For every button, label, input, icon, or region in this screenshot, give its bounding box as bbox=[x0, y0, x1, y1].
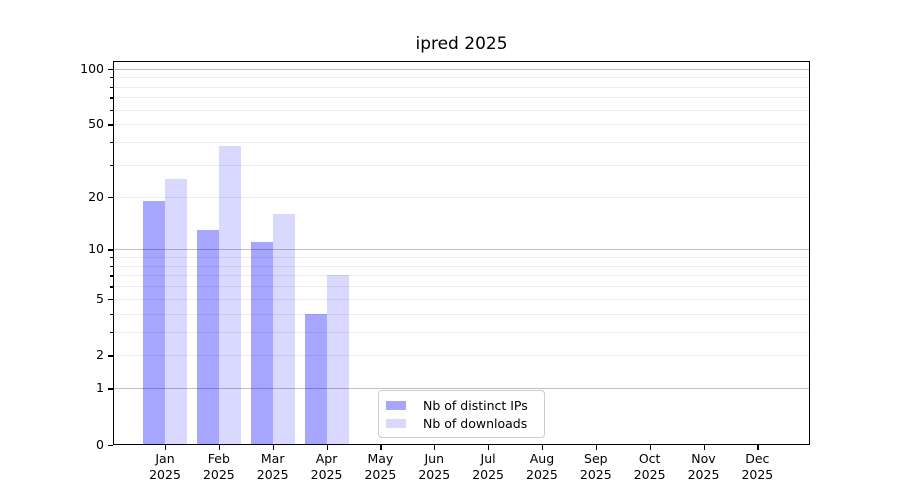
y-tick-mark bbox=[107, 445, 113, 447]
y-tick-mark bbox=[107, 355, 113, 357]
minor-gridline bbox=[113, 331, 810, 333]
y-minor-tick-mark bbox=[109, 86, 113, 88]
plot-frame bbox=[113, 61, 810, 445]
x-tick-label-mar: Mar 2025 bbox=[256, 451, 289, 482]
x-tick-mark bbox=[703, 445, 705, 450]
bar-feb-distinct-ips bbox=[196, 229, 219, 445]
y-minor-tick-mark bbox=[109, 257, 113, 259]
x-tick-label-feb: Feb 2025 bbox=[202, 451, 235, 482]
y-minor-tick-mark bbox=[109, 331, 113, 334]
minor-gridline bbox=[113, 86, 810, 88]
bar-apr-distinct-ips bbox=[304, 313, 327, 445]
x-tick-label-apr: Apr 2025 bbox=[310, 451, 343, 482]
bar-jan-downloads bbox=[165, 179, 187, 445]
legend-swatch-downloads bbox=[386, 418, 406, 428]
minor-gridline bbox=[113, 355, 810, 357]
major-gridline bbox=[113, 68, 810, 70]
minor-gridline bbox=[113, 265, 810, 267]
x-tick-label-jul: Jul 2025 bbox=[472, 451, 504, 482]
x-tick-label-jan: Jan 2025 bbox=[149, 451, 181, 482]
minor-gridline bbox=[113, 298, 810, 300]
chart-title: ipred 2025 bbox=[415, 34, 508, 54]
y-minor-tick-mark bbox=[109, 286, 113, 288]
y-tick-label: 5 bbox=[96, 290, 104, 306]
x-tick-mark bbox=[488, 445, 490, 450]
minor-gridline bbox=[113, 257, 810, 259]
x-tick-mark bbox=[326, 445, 328, 450]
legend-label-downloads: Nb of downloads bbox=[423, 415, 528, 431]
bar-jan-distinct-ips bbox=[143, 200, 165, 445]
x-tick-mark bbox=[649, 445, 651, 450]
y-tick-mark bbox=[107, 388, 113, 390]
x-tick-mark bbox=[380, 445, 382, 450]
y-tick-mark bbox=[107, 249, 113, 251]
x-tick-label-may: May 2025 bbox=[364, 451, 397, 482]
minor-gridline bbox=[113, 275, 810, 277]
bar-mar-downloads bbox=[272, 213, 295, 445]
x-tick-label-sep: Sep 2025 bbox=[579, 451, 612, 482]
y-tick-label: 50 bbox=[88, 116, 104, 132]
minor-gridline bbox=[113, 196, 810, 198]
minor-gridline bbox=[113, 286, 810, 288]
y-tick-mark bbox=[107, 68, 113, 70]
minor-gridline bbox=[113, 109, 810, 111]
y-tick-label: 10 bbox=[88, 241, 104, 257]
y-tick-label: 20 bbox=[88, 188, 104, 204]
x-tick-label-jun: Jun 2025 bbox=[418, 451, 451, 482]
y-minor-tick-mark bbox=[109, 77, 113, 79]
minor-gridline bbox=[113, 97, 810, 99]
y-minor-tick-mark bbox=[109, 265, 113, 268]
y-tick-mark bbox=[107, 298, 113, 301]
minor-gridline bbox=[113, 142, 810, 144]
x-tick-label-oct: Oct 2025 bbox=[633, 451, 666, 482]
minor-gridline bbox=[113, 165, 810, 166]
x-tick-label-dec: Dec 2025 bbox=[741, 451, 774, 482]
y-tick-label: 2 bbox=[96, 347, 104, 363]
y-tick-label: 1 bbox=[96, 380, 104, 396]
x-tick-mark bbox=[541, 445, 544, 450]
x-tick-mark bbox=[595, 445, 597, 450]
y-minor-tick-mark bbox=[109, 165, 113, 167]
legend-item-downloads: Nb of downloads bbox=[386, 414, 536, 432]
y-minor-tick-mark bbox=[109, 97, 113, 99]
x-tick-label-nov: Nov 2025 bbox=[687, 451, 720, 482]
y-tick-mark bbox=[107, 124, 113, 126]
x-tick-mark bbox=[165, 445, 167, 450]
legend-item-distinct-ips: Nb of distinct IPs bbox=[386, 396, 536, 414]
major-gridline bbox=[113, 388, 810, 390]
bar-apr-downloads bbox=[326, 275, 349, 445]
minor-gridline bbox=[113, 77, 810, 79]
x-tick-mark bbox=[218, 445, 221, 450]
y-minor-tick-mark bbox=[109, 109, 113, 111]
legend-swatch-distinct-ips bbox=[386, 400, 406, 410]
legend-label-distinct-ips: Nb of distinct IPs bbox=[423, 397, 528, 413]
y-minor-tick-mark bbox=[109, 313, 113, 315]
x-tick-label-aug: Aug 2025 bbox=[526, 451, 558, 482]
y-tick-mark bbox=[107, 196, 113, 198]
y-tick-label: 0 bbox=[96, 437, 104, 452]
minor-gridline bbox=[113, 313, 810, 315]
x-tick-mark bbox=[757, 445, 759, 450]
x-tick-mark bbox=[434, 445, 436, 450]
legend: Nb of distinct IPs Nb of downloads bbox=[378, 390, 545, 438]
bar-feb-downloads bbox=[218, 146, 241, 445]
bar-mar-distinct-ips bbox=[250, 242, 273, 445]
y-minor-tick-mark bbox=[109, 275, 113, 277]
y-minor-tick-mark bbox=[109, 142, 113, 144]
x-tick-mark bbox=[272, 445, 274, 450]
minor-gridline bbox=[113, 124, 810, 126]
major-gridline bbox=[113, 249, 810, 251]
y-tick-label: 100 bbox=[80, 60, 104, 76]
